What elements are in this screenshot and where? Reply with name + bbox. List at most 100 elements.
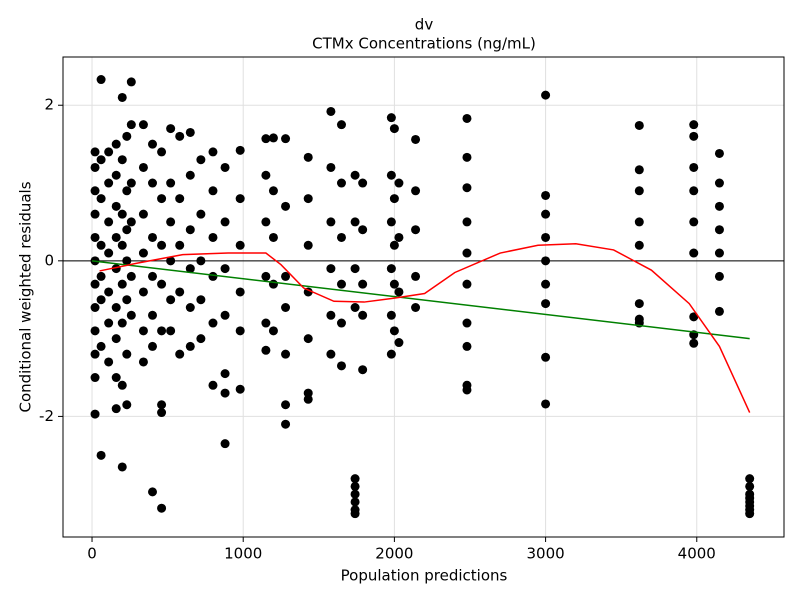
point [157, 400, 167, 410]
point [303, 394, 313, 404]
point [541, 299, 551, 309]
point [303, 240, 313, 250]
point [122, 131, 132, 141]
point [220, 264, 230, 274]
point [138, 120, 148, 130]
point [358, 310, 368, 320]
point [111, 373, 121, 383]
point [90, 326, 100, 336]
point [157, 240, 167, 250]
point [196, 295, 206, 305]
point [220, 369, 230, 379]
point [104, 217, 114, 227]
y-tick-label: 2 [44, 96, 54, 114]
point [261, 345, 271, 355]
point [411, 271, 421, 281]
point [208, 271, 218, 281]
point [326, 106, 336, 116]
point [126, 120, 136, 130]
point [350, 497, 360, 507]
point [90, 209, 100, 219]
point [350, 170, 360, 180]
point [462, 279, 472, 289]
point [541, 279, 551, 289]
point [261, 134, 271, 144]
point [689, 217, 699, 227]
point [148, 232, 158, 242]
point [104, 318, 114, 328]
point [90, 303, 100, 313]
point [714, 178, 724, 188]
point [462, 248, 472, 258]
point [714, 201, 724, 211]
point [268, 186, 278, 196]
y-tick-label: 0 [44, 251, 54, 269]
point [111, 170, 121, 180]
point [281, 400, 291, 410]
point [185, 170, 195, 180]
point [714, 225, 724, 235]
point [185, 303, 195, 313]
point [96, 341, 106, 351]
point [90, 162, 100, 172]
point [268, 232, 278, 242]
x-tick-label: 4000 [678, 545, 716, 563]
point [148, 178, 158, 188]
point [175, 131, 185, 141]
point [261, 217, 271, 227]
point [268, 326, 278, 336]
point [411, 134, 421, 144]
point [350, 489, 360, 499]
point [126, 77, 136, 87]
point [166, 124, 176, 134]
point [541, 352, 551, 362]
point [634, 299, 644, 309]
point [111, 139, 121, 149]
point [196, 256, 206, 266]
point [157, 503, 167, 513]
point [386, 349, 396, 359]
point [96, 295, 106, 305]
point [281, 201, 291, 211]
point [281, 419, 291, 429]
point [90, 349, 100, 359]
point [235, 384, 245, 394]
point [386, 170, 396, 180]
point [689, 162, 699, 172]
point [196, 155, 206, 165]
point [235, 326, 245, 336]
point [336, 120, 346, 130]
point [745, 481, 755, 491]
point [281, 349, 291, 359]
point [117, 155, 127, 165]
point [122, 256, 132, 266]
point [220, 162, 230, 172]
point [166, 295, 176, 305]
point [235, 194, 245, 204]
point [208, 186, 218, 196]
point [326, 162, 336, 172]
point [336, 232, 346, 242]
point [166, 256, 176, 266]
point [350, 264, 360, 274]
point [394, 287, 404, 297]
point [541, 209, 551, 219]
point [336, 361, 346, 371]
line [99, 242, 751, 413]
point [386, 113, 396, 123]
point [111, 232, 121, 242]
point [138, 162, 148, 172]
point [386, 310, 396, 320]
point [104, 178, 114, 188]
point [111, 404, 121, 414]
point [148, 310, 158, 320]
point [394, 178, 404, 188]
point [220, 388, 230, 398]
point [166, 178, 176, 188]
point [175, 194, 185, 204]
point [157, 408, 167, 418]
point [111, 303, 121, 313]
point [117, 92, 127, 102]
point [389, 279, 399, 289]
